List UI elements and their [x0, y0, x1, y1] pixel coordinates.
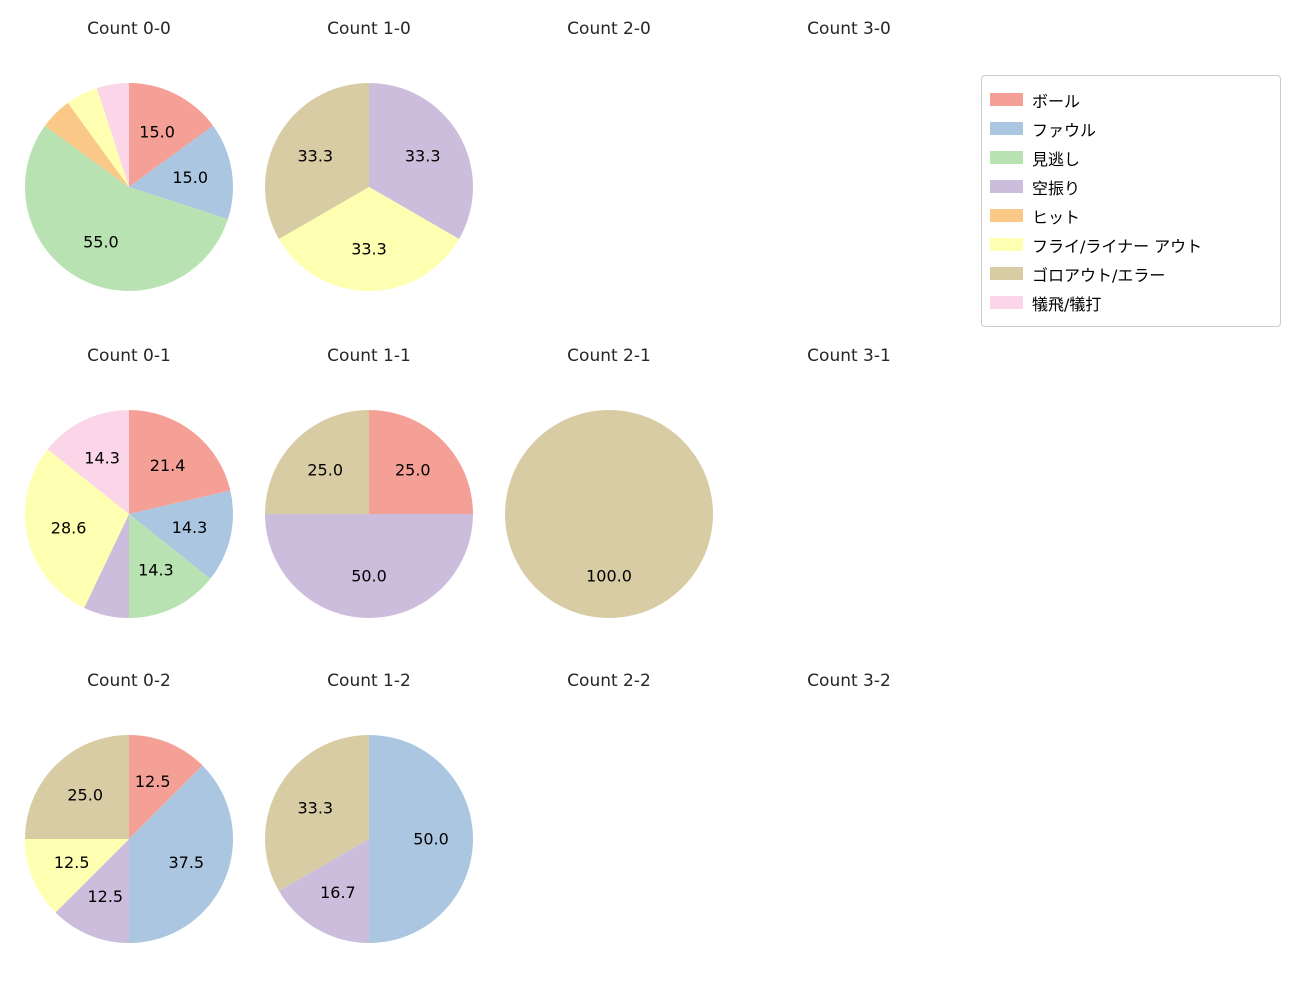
pie-slice — [25, 839, 129, 913]
legend: ボールファウル見逃し空振りヒットフライ/ライナー アウト ゴロアウト/エラー 犠飛/… — [981, 75, 1281, 327]
chart-title: Count 1-2 — [327, 671, 411, 691]
pie-percentage-label: 12.5 — [135, 772, 171, 791]
legend-swatch — [990, 151, 1023, 164]
pie-chart: 33.3 33.3 33.3 — [264, 83, 474, 292]
pie-slice — [265, 514, 473, 618]
legend-item: フライ/ライナー アウト — [990, 230, 1272, 259]
chart-title: Count 2-0 — [567, 19, 651, 39]
chart-title: Count 1-0 — [327, 19, 411, 39]
legend-label: 空振り — [1032, 178, 1081, 198]
pie-slice — [67, 88, 129, 187]
legend-swatch — [990, 267, 1023, 280]
pie-slice — [264, 735, 369, 891]
pie-slice — [129, 765, 234, 943]
chart-title: Count 3-0 — [807, 19, 891, 39]
legend-swatch — [990, 238, 1023, 251]
pie-chart: 12.5 37.5 12.5 12.5 25.0 — [25, 735, 234, 943]
pie-slice — [278, 839, 369, 943]
legend-label: 犠飛/犠打 — [1032, 294, 1102, 314]
legend-item: 見逃し — [990, 143, 1272, 172]
chart-title: Count 0-2 — [87, 671, 171, 691]
pie-chart: 50.0 16.7 33.3 — [264, 735, 473, 943]
pie-slice — [129, 514, 211, 618]
pie-chart: 21.4 14.3 14.3 28.6 14.3 — [25, 410, 233, 618]
chart-title: Count 0-0 — [87, 19, 171, 39]
pie-slice — [278, 187, 460, 292]
chart-title: Count 1-1 — [327, 346, 411, 366]
legend-swatch — [990, 180, 1023, 193]
legend-label: ファウル — [1032, 120, 1097, 140]
pie-chart: 25.0 50.0 25.0 — [265, 410, 473, 618]
pie-slice — [505, 410, 713, 618]
pie-slice — [265, 410, 369, 514]
pie-percentage-label: 50.0 — [351, 567, 387, 586]
pie-slice — [129, 125, 234, 220]
pie-slice — [129, 410, 231, 514]
pie-slice — [25, 735, 129, 839]
pie-slice — [369, 410, 473, 514]
pie-percentage-label: 33.3 — [351, 240, 387, 259]
pie-percentage-label: 15.0 — [139, 122, 175, 141]
legend-swatch — [990, 209, 1023, 222]
pie-percentage-label: 28.6 — [51, 518, 87, 537]
chart-title: Count 0-1 — [87, 346, 171, 366]
pie-percentage-label: 37.5 — [168, 853, 204, 872]
pie-percentage-label: 25.0 — [67, 786, 103, 805]
pie-slice — [129, 83, 214, 187]
chart-title: Count 3-1 — [807, 346, 891, 366]
legend-swatch — [990, 296, 1023, 309]
pie-percentage-label: 100.0 — [586, 567, 632, 586]
pie-slice — [44, 102, 129, 187]
pie-slice — [129, 735, 203, 839]
pie-percentage-label: 14.3 — [138, 560, 174, 579]
pie-percentage-label: 14.3 — [172, 518, 208, 537]
legend-swatch — [990, 122, 1023, 135]
pie-percentage-label: 12.5 — [87, 887, 123, 906]
pie-percentage-label: 25.0 — [307, 461, 343, 480]
pie-slice — [96, 83, 129, 187]
legend-swatch — [990, 93, 1023, 106]
pie-slice — [84, 514, 129, 618]
pie-slice — [264, 83, 369, 239]
pie-chart: 15.0 15.0 55.0 — [25, 83, 234, 291]
pie-percentage-label: 14.3 — [84, 449, 120, 468]
pie-slice — [25, 449, 129, 608]
legend-label: ゴロアウト/エラー — [1032, 265, 1166, 285]
pie-percentage-label: 50.0 — [413, 830, 449, 849]
legend-item: ヒット — [990, 201, 1272, 230]
pie-percentage-label: 25.0 — [395, 461, 431, 480]
legend-item: ゴロアウト/エラー — [990, 259, 1272, 288]
legend-item: 空振り — [990, 172, 1272, 201]
pie-slice — [55, 839, 129, 943]
legend-label: ヒット — [1032, 207, 1081, 227]
legend-label: 見逃し — [1032, 149, 1081, 169]
pie-slice — [129, 490, 233, 579]
pie-percentage-label: 55.0 — [83, 233, 119, 252]
pie-percentage-label: 15.0 — [172, 168, 208, 187]
pie-percentage-label: 16.7 — [320, 883, 356, 902]
pie-slice — [47, 410, 129, 514]
pie-slice — [369, 83, 474, 239]
pie-slice — [25, 125, 228, 291]
pie-percentage-label: 33.3 — [297, 798, 333, 817]
legend-item: ファウル — [990, 114, 1272, 143]
pie-slice — [369, 735, 473, 943]
pie-chart: 100.0 — [505, 410, 713, 618]
legend-label: ボール — [1032, 91, 1081, 111]
chart-title: Count 2-2 — [567, 671, 651, 691]
pie-percentage-label: 33.3 — [405, 147, 441, 166]
pie-percentage-label: 33.3 — [297, 147, 333, 166]
chart-title: Count 2-1 — [567, 346, 651, 366]
chart-title: Count 3-2 — [807, 671, 891, 691]
legend-item: 犠飛/犠打 — [990, 288, 1272, 317]
pie-percentage-label: 12.5 — [54, 853, 90, 872]
legend-label: フライ/ライナー アウト — [1032, 236, 1203, 256]
pie-percentage-label: 21.4 — [150, 456, 186, 475]
legend-item: ボール — [990, 85, 1272, 114]
